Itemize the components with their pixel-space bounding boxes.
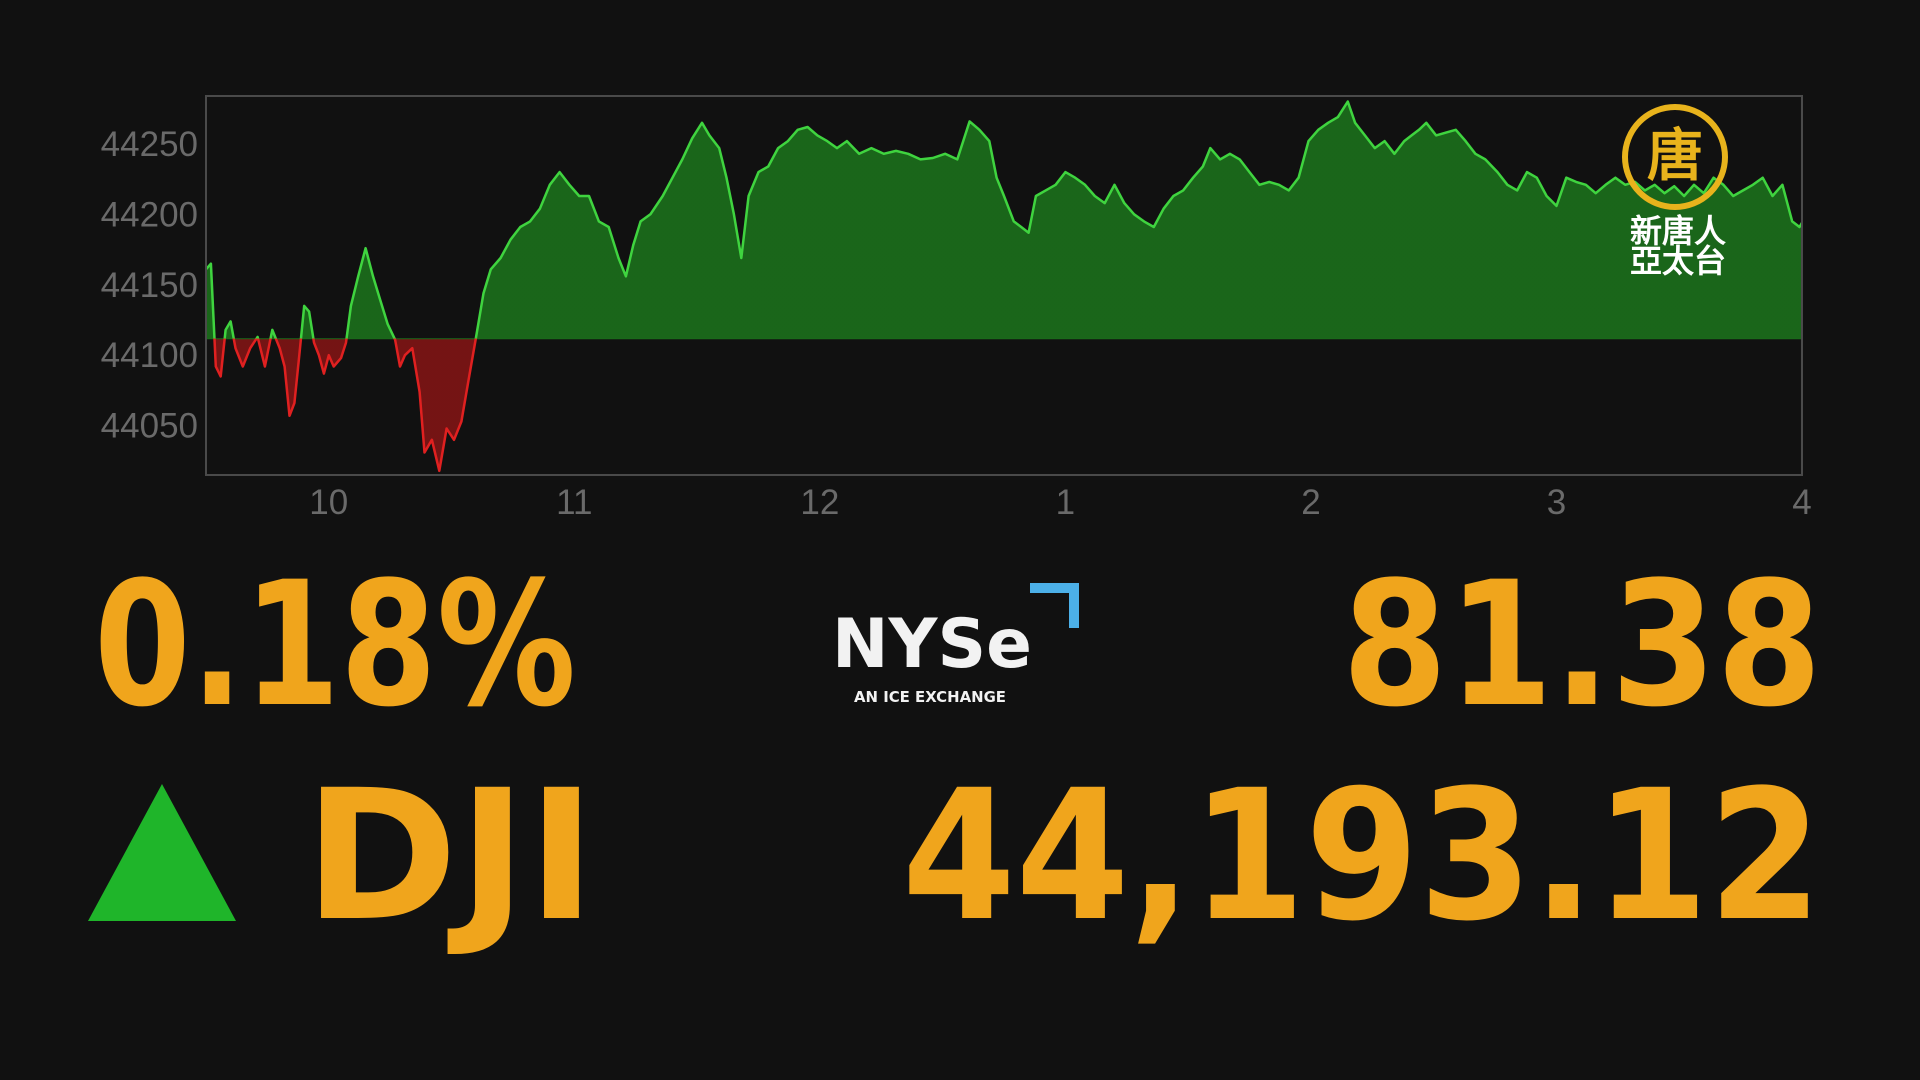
logo-circle	[1622, 104, 1728, 210]
x-tick-label: 1	[1056, 483, 1075, 522]
logo-tagline: AN ICE EXCHANGE	[854, 688, 1006, 706]
logo-line1: 新唐人	[1630, 212, 1726, 250]
logo-name: NYSe	[832, 605, 1032, 684]
logo-bracket	[1030, 583, 1079, 628]
change: 81.38	[1342, 544, 1822, 745]
y-tick-label: 44150	[101, 266, 198, 305]
x-tick-label: 10	[309, 483, 348, 522]
price: 44,193.12	[902, 752, 1822, 961]
x-tick-label: 4	[1792, 483, 1811, 522]
y-tick-label: 44100	[101, 336, 198, 375]
change-percent: 0.18%	[94, 544, 576, 745]
plot-frame	[205, 95, 1803, 476]
logo-emblem: 唐	[1647, 124, 1703, 189]
y-tick-label: 44200	[101, 195, 198, 234]
x-tick-label: 12	[800, 483, 839, 522]
x-tick-label: 3	[1547, 483, 1566, 522]
up-arrow	[88, 784, 236, 921]
symbol: DJI	[304, 752, 596, 961]
nyse-logo: NYSe AN ICE EXCHANGE	[832, 583, 1079, 706]
plot	[205, 100, 1804, 473]
area	[206, 101, 1802, 471]
channel-logo: 唐 新唐人 亞太台	[1622, 104, 1728, 280]
x-tick-label: 2	[1301, 483, 1320, 522]
x-tick-label: 11	[556, 483, 592, 522]
y-tick-label: 44050	[101, 407, 198, 446]
logo-line2: 亞太台	[1630, 242, 1726, 280]
y-tick-label: 44250	[101, 125, 198, 164]
line	[205, 100, 1804, 473]
